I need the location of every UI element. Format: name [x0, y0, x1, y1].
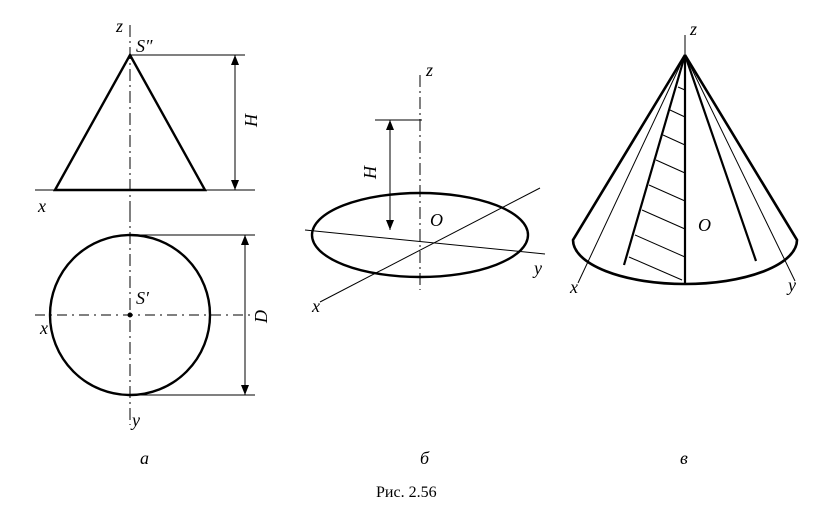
label-s2: S″	[136, 36, 153, 57]
panel-c-svg	[560, 15, 815, 315]
label-H-b: H	[360, 166, 381, 179]
panel-b: z H O x y	[290, 40, 560, 340]
sublabel-c: в	[680, 448, 688, 469]
panel-b-svg	[290, 40, 560, 340]
label-x-c: x	[570, 277, 578, 298]
label-y-a: y	[132, 410, 140, 431]
label-O-c: O	[698, 215, 711, 236]
label-z-c: z	[690, 19, 697, 40]
panel-a-svg	[20, 10, 280, 430]
label-O-b: O	[430, 210, 443, 231]
label-y-b: y	[534, 258, 542, 279]
label-y-c: y	[788, 275, 796, 296]
label-s1: S′	[136, 288, 149, 309]
panel-a: z S″ x H S′ x D y	[20, 10, 280, 430]
panel-c: z O x y	[560, 15, 815, 315]
label-z-b: z	[426, 60, 433, 81]
label-x-top-a: x	[38, 196, 46, 217]
label-D-a: D	[251, 310, 272, 323]
figure-caption: Рис. 2.56	[376, 484, 437, 502]
label-x-b: x	[312, 296, 320, 317]
label-x-bot-a: x	[40, 318, 48, 339]
label-z-a: z	[116, 16, 123, 37]
sublabel-b: б	[420, 448, 429, 469]
sublabel-a: а	[140, 448, 149, 469]
label-H-a: H	[241, 114, 262, 127]
